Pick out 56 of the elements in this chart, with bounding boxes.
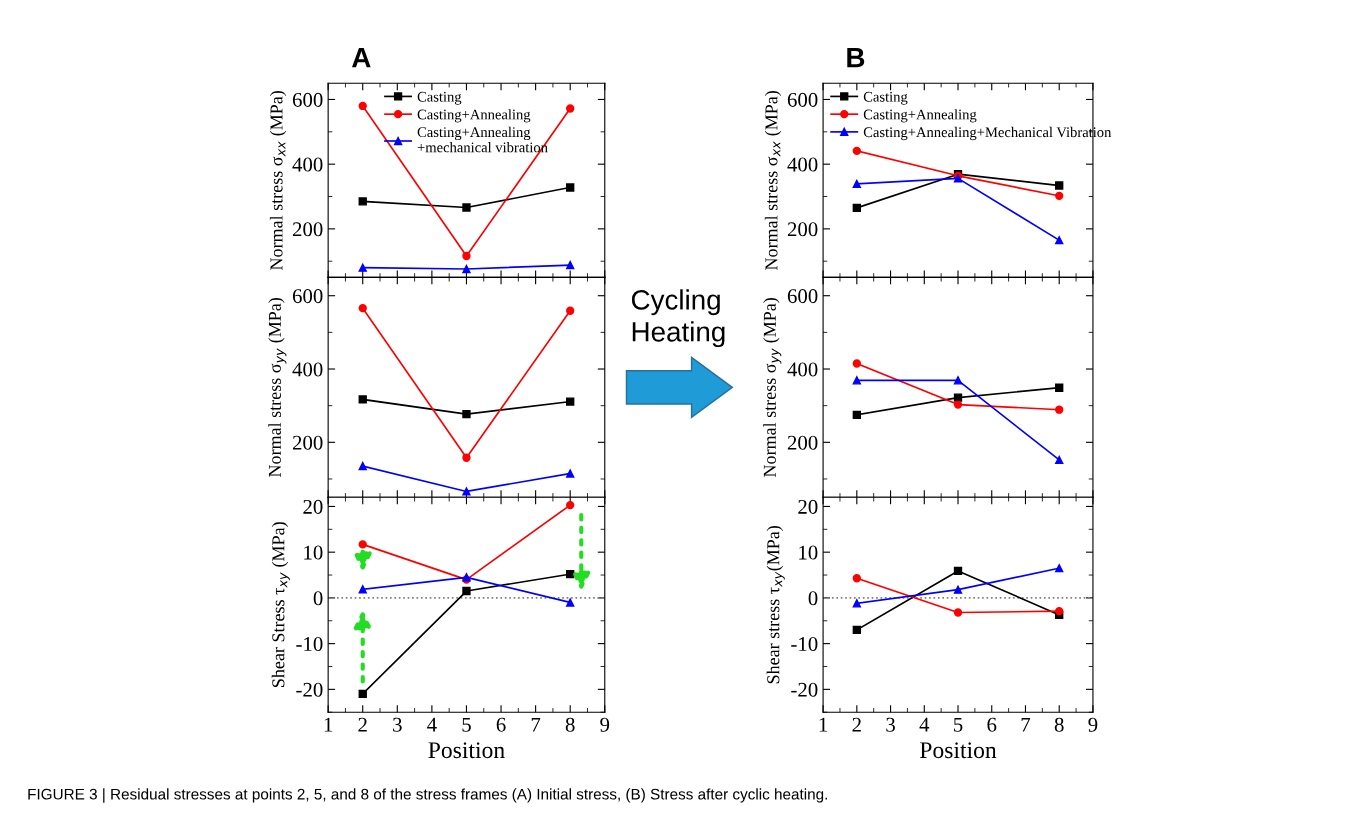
y-tick-label: 200 [292, 435, 323, 450]
y-tick-label: 600 [787, 92, 818, 107]
y-tick-label: -20 [791, 682, 818, 697]
x-tick-label: 8 [565, 717, 575, 732]
y-tick-label: 200 [292, 222, 323, 237]
x-tick-label: 9 [600, 717, 610, 732]
x-tick-label: 4 [427, 717, 437, 732]
y-tick-label: 20 [798, 499, 818, 514]
legend-label: Casting [863, 91, 908, 105]
y-tick-label: 400 [292, 362, 323, 377]
y-tick-label: 600 [787, 289, 818, 304]
y-axis-title: Normal stress σ$_{yy}$ (MPa) [268, 298, 287, 478]
y-tick-label: 10 [799, 545, 818, 560]
x-axis-title: Position [919, 742, 997, 759]
x-tick-label: 1 [819, 717, 828, 732]
y-tick-label: 20 [303, 499, 323, 514]
legend-label: Casting+Annealing [863, 109, 977, 123]
x-tick-label: 6 [987, 717, 997, 732]
y-tick-label: 600 [292, 289, 323, 304]
x-tick-label: 7 [1021, 717, 1031, 732]
x-tick-label: 2 [852, 717, 861, 732]
x-tick-label: 7 [531, 717, 541, 732]
y-tick-label: 600 [292, 92, 323, 107]
x-tick-label: 9 [1088, 717, 1098, 732]
x-tick-label: 4 [919, 717, 930, 732]
x-tick-label: 3 [886, 717, 895, 732]
y-tick-label: 400 [292, 157, 323, 172]
x-tick-label: 1 [324, 717, 333, 732]
y-axis-title: Shear Stress τ$_{xy}$ (MPa) [271, 522, 290, 687]
y-tick-label: 200 [787, 222, 818, 237]
chart-title: A [352, 48, 371, 68]
x-tick-label: 3 [393, 717, 402, 732]
x-tick-label: 2 [358, 717, 367, 732]
y-tick-label: -10 [791, 637, 818, 652]
x-tick-label: 5 [954, 717, 963, 732]
legend-label: Casting [417, 91, 462, 105]
caption: FIGURE 3 | Residual stresses at points 2, 5, and 8 of the stress frames (A) Initial stress, (B) Stress after cyclic heating. [28, 788, 827, 803]
y-tick-label: 200 [787, 435, 818, 450]
y-axis-title: Normal stress σ$_{yy}$ (MPa) [763, 298, 782, 478]
y-axis-title: Normal stress σ$_{xx}$ (MPa) [269, 91, 287, 271]
legend-label: Casting+Annealing [417, 109, 531, 123]
y-tick-label: 10 [304, 545, 323, 560]
y-tick-label: 400 [787, 157, 818, 172]
x-tick-label: 8 [1054, 717, 1064, 732]
y-tick-label: -20 [296, 682, 323, 697]
y-tick-label: 0 [808, 591, 818, 606]
y-tick-label: 400 [787, 362, 818, 377]
chart-title: B [847, 48, 865, 68]
y-axis-title: Normal stress σ$_{xx}$ (MPa) [764, 91, 782, 271]
x-axis-title: Position [428, 742, 505, 759]
text: Cycling Heating [631, 289, 725, 348]
y-tick-label: 0 [313, 591, 323, 606]
x-tick-label: 5 [462, 717, 471, 732]
y-tick-label: -10 [296, 637, 323, 652]
x-tick-label: 6 [496, 717, 506, 732]
y-axis-title: Shear stress τ$_{xy}$(MPa) [766, 525, 785, 684]
